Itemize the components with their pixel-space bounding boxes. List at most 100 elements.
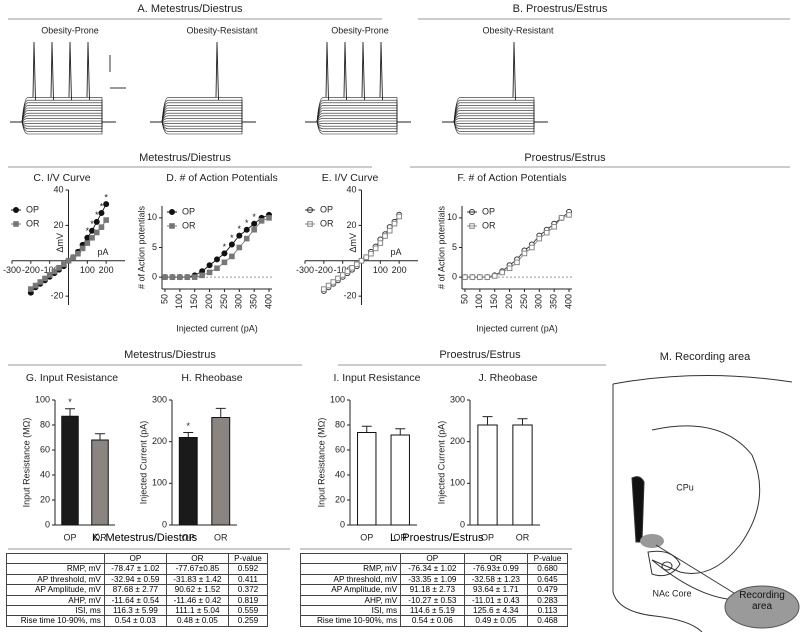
scale-bar	[109, 55, 126, 89]
table-cell: 0.48 ± 0.05	[165, 615, 229, 627]
trace	[442, 107, 548, 123]
bar	[512, 424, 533, 526]
table-cell: -76.34 ± 1.02	[400, 563, 465, 575]
marker	[184, 274, 191, 280]
y-axis-label: ΔmV	[55, 233, 65, 253]
marker	[372, 245, 379, 252]
legend-label: OR	[320, 218, 334, 228]
table-row: ISI, ms 114.6 ± 5.19 125.6 ± 4.34 0.113	[299, 605, 568, 617]
panel-title: A. Metestrus/Diestrus	[137, 3, 243, 15]
table-cell: Rise time 10-90%, ms	[6, 615, 105, 627]
table-cell: 0.468	[527, 615, 568, 627]
table-cell: 0.54 ± 0.06	[400, 615, 465, 627]
y-axis-label: ΔmV	[348, 233, 358, 253]
table-row: Rise time 10-90%, ms 0.54 ± 0.06 0.49 ± 0.…	[299, 615, 568, 627]
y-tick-label: 200	[450, 436, 465, 446]
x-tick-label: OP	[481, 532, 494, 542]
legend-label: OR	[26, 218, 40, 228]
table-cell: -33.35 ± 1.09	[400, 573, 465, 586]
table-row: ISI, ms 116.3 ± 5.99 111.1 ± 5.04 0.559	[6, 605, 269, 617]
x-tick-label: 400	[563, 294, 573, 309]
marker	[169, 274, 176, 280]
recording-site	[640, 534, 664, 548]
table-cell: 0.113	[527, 605, 568, 617]
y-tick-label: 0	[460, 519, 465, 529]
legend-label: OR	[482, 220, 496, 230]
y-tick-label: 200	[152, 436, 167, 446]
table-cell: 87.68 ± 2.77	[103, 584, 167, 596]
significance: *	[100, 201, 104, 211]
bar	[61, 415, 79, 526]
trace	[305, 121, 411, 127]
y-tick-label: 40	[40, 469, 50, 479]
x-tick-label: 250	[519, 294, 529, 309]
significance: *	[230, 233, 234, 243]
marker	[84, 240, 91, 246]
marker	[368, 250, 374, 257]
legend-label: OP	[182, 206, 195, 216]
y-tick-label: 0	[452, 272, 457, 282]
table-cell: P-value	[227, 552, 269, 565]
region-label: NAc Core	[652, 588, 691, 598]
marker	[353, 261, 360, 268]
significance: *	[238, 224, 242, 234]
marker	[206, 262, 213, 269]
marker	[236, 232, 243, 239]
trace	[150, 97, 256, 123]
marker	[358, 257, 365, 264]
marker	[325, 282, 332, 289]
trace	[10, 120, 116, 123]
marker	[229, 253, 235, 260]
trace-label: Obesity-Prone	[331, 25, 389, 35]
table-cell: 0.592	[227, 563, 269, 575]
marker	[228, 241, 235, 248]
y-tick-label: 10	[447, 212, 457, 222]
y-tick-label: 300	[450, 394, 465, 404]
y-tick-label: 40	[53, 184, 63, 194]
x-axis-label: Injected current (pA)	[176, 323, 258, 333]
marker	[349, 265, 355, 271]
table-cell	[299, 552, 402, 565]
trace	[442, 112, 548, 123]
table-cell: 93.64 ± 1.71	[463, 584, 529, 596]
marker	[103, 217, 109, 223]
marker	[243, 235, 250, 242]
bar	[390, 434, 410, 526]
table-cell: 0.259	[227, 615, 269, 627]
trace	[10, 112, 116, 123]
x-tick-label: 100	[80, 265, 95, 275]
trace	[150, 112, 256, 123]
marker	[382, 233, 388, 239]
trace-panel	[10, 41, 116, 135]
x-tick-label: 200	[99, 265, 114, 275]
spike	[343, 41, 347, 101]
marker	[266, 215, 272, 221]
x-tick-label: 300	[234, 294, 244, 309]
error-bar	[65, 408, 75, 417]
trace	[10, 121, 116, 130]
group-title: Metestrus/Diestrus	[124, 349, 216, 361]
table-cell: AP Amplitude, mV	[299, 584, 402, 596]
y-axis-label: # of Action potentials	[136, 205, 146, 289]
table-title: K. Metestrus/Diestrus	[92, 532, 198, 544]
trace-panel	[150, 41, 256, 135]
x-tick-label: 100	[373, 265, 388, 275]
marker	[65, 257, 72, 264]
chart-title: C. I/V Curve	[33, 172, 90, 184]
y-axis-label: Injected Current (pA)	[436, 421, 446, 505]
table-cell: -77.67±0.85	[165, 563, 229, 575]
legend-label: OP	[320, 204, 333, 214]
y-tick-label: 0	[152, 272, 157, 282]
marker	[330, 279, 337, 285]
x-tick-label: 300	[534, 294, 544, 309]
marker	[75, 250, 81, 257]
spike	[32, 41, 36, 101]
spike	[50, 41, 54, 101]
table-cell: -11.01 ± 0.43	[463, 594, 529, 607]
trace	[442, 97, 548, 123]
spike	[361, 41, 365, 101]
chart-title: I. Input Resistance	[334, 372, 421, 384]
marker	[543, 229, 550, 236]
table-cell: OP	[400, 552, 465, 565]
table-row: AHP, mV -11.64 ± 0.54 -11.46 ± 0.42 0.819	[6, 594, 269, 607]
